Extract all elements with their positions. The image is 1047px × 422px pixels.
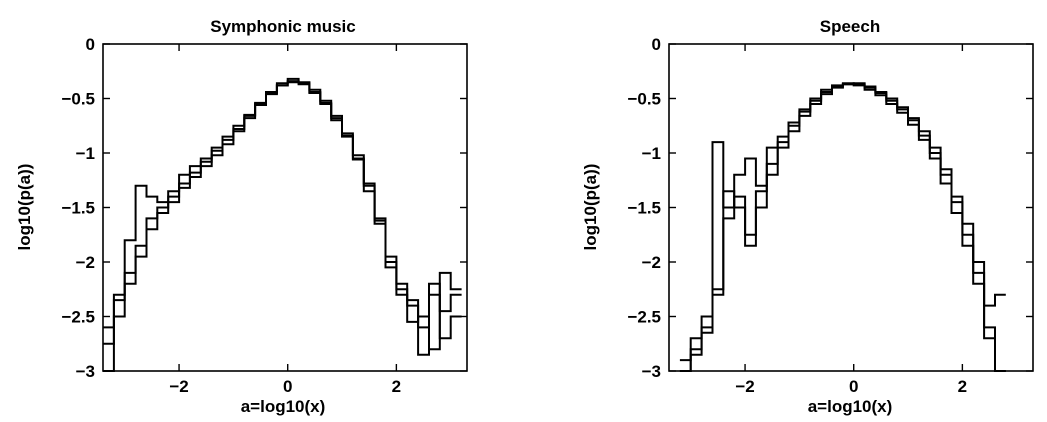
x-tick-label: −2: [169, 377, 188, 396]
chart-speech: Speech 0 −0.5 −1 −1.5 −2 −2.5 −3 −2 0 2 a=log10(…: [581, 17, 1034, 416]
y-tick-label: −1.5: [61, 199, 95, 218]
chart-title: Symphonic music: [210, 17, 355, 36]
y-tick-label: −0.5: [627, 90, 661, 109]
y-axis-label: log10(p(a)): [15, 164, 34, 251]
x-tick-label: −2: [735, 377, 754, 396]
y-tick-labels: 0 −0.5 −1 −1.5 −2 −2.5 −3: [627, 35, 661, 381]
x-tick-labels: −2 0 2: [169, 377, 401, 396]
y-tick-label: −1.5: [627, 199, 661, 218]
data-series: [103, 77, 462, 372]
y-tick-label: −2: [76, 253, 95, 272]
y-tick-label: −2.5: [627, 308, 661, 327]
y-tick-label: −1: [76, 144, 95, 163]
chart-title: Speech: [820, 17, 880, 36]
series-line-2: [679, 82, 1006, 362]
y-tick-label: −0.5: [61, 90, 95, 109]
series-line-2: [103, 77, 462, 340]
y-tick-label: −1: [642, 144, 661, 163]
y-tick-label: −2.5: [61, 308, 95, 327]
data-series: [679, 82, 1006, 372]
y-tick-label: 0: [652, 35, 661, 54]
y-tick-label: 0: [86, 35, 95, 54]
y-tick-label: −2: [642, 253, 661, 272]
x-tick-label: 0: [283, 377, 292, 396]
x-tick-label: 2: [392, 377, 401, 396]
y-tick-label: −3: [642, 362, 661, 381]
y-axis-label: log10(p(a)): [581, 164, 600, 251]
series-line-3: [103, 81, 462, 372]
x-tick-labels: −2 0 2: [735, 377, 967, 396]
x-tick-label: 2: [958, 377, 967, 396]
y-tick-labels: 0 −0.5 −1 −1.5 −2 −2.5 −3: [61, 35, 95, 381]
series-line-3: [679, 83, 1006, 372]
y-tick-label: −3: [76, 362, 95, 381]
series-line-1: [679, 82, 1006, 372]
tick-marks: [669, 43, 1033, 372]
chart-symphonic-music: Symphonic music 0 −0.5 −1 −1.5 −2 −2.5 −3 −2 0 2…: [15, 17, 468, 416]
x-tick-label: 0: [849, 377, 858, 396]
x-axis-label: a=log10(x): [241, 397, 326, 416]
x-axis-label: a=log10(x): [808, 397, 893, 416]
